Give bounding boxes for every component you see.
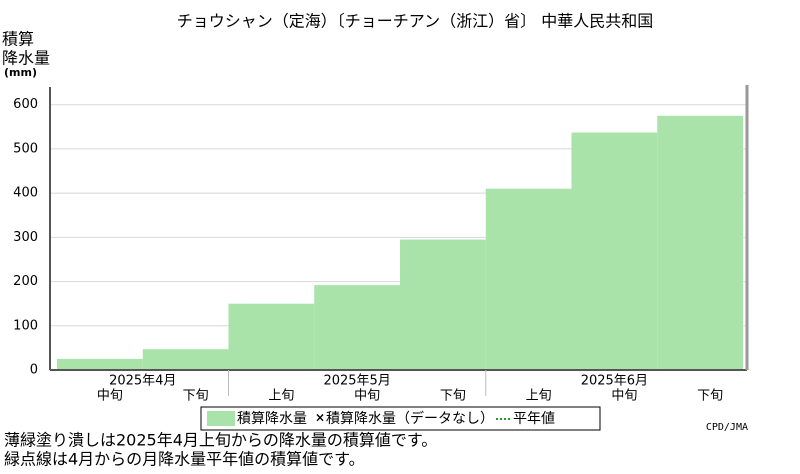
legend-marker: ×	[315, 411, 325, 425]
y-tick-label: 500	[13, 141, 38, 156]
x-tick-label: 下旬	[697, 389, 723, 404]
bar	[142, 349, 229, 370]
y-label: 降水量	[2, 49, 50, 68]
y-label: 積算	[2, 30, 34, 49]
legend-label: 平年値	[513, 411, 555, 427]
y-label: (mm)	[4, 66, 37, 79]
y-tick-label: 600	[13, 97, 38, 112]
bar	[571, 132, 658, 370]
x-tick-label: 上旬	[526, 389, 552, 404]
bar	[228, 303, 315, 370]
y-tick-label: 100	[13, 318, 38, 333]
credit: CPD/JMA	[706, 422, 748, 433]
month-label: 2025年4月	[109, 374, 176, 389]
y-tick-label: 200	[13, 274, 38, 289]
chart-title: チョウシャン（定海）〔チョーチアン（浙江）省〕 中華人民共和国	[177, 12, 653, 31]
bar	[485, 188, 572, 370]
x-tick-label: 上旬	[268, 389, 294, 404]
bar	[400, 239, 486, 370]
legend-box	[200, 406, 601, 431]
bar	[314, 285, 400, 370]
legend-label: 積算降水量（データなし）	[326, 410, 494, 427]
x-tick-label: 中旬	[97, 389, 123, 404]
x-tick-label: 中旬	[354, 389, 380, 404]
bar	[57, 358, 143, 370]
legend-swatch	[207, 411, 235, 426]
y-tick-label: 400	[13, 186, 38, 201]
y-tick-label: 0	[30, 363, 38, 378]
bar	[657, 115, 743, 370]
x-tick-label: 中旬	[611, 389, 637, 404]
note: 薄緑塗り潰しは2025年4月上旬からの降水量の積算値です。	[4, 431, 437, 450]
x-tick-label: 下旬	[440, 389, 466, 404]
note: 緑点線は4月からの月降水量平年値の積算値です。	[4, 450, 365, 469]
month-label: 2025年5月	[323, 374, 390, 389]
month-label: 2025年6月	[581, 374, 648, 389]
legend-label: 積算降水量	[237, 411, 307, 427]
x-tick-label: 下旬	[183, 389, 209, 404]
y-tick-label: 300	[13, 230, 38, 245]
